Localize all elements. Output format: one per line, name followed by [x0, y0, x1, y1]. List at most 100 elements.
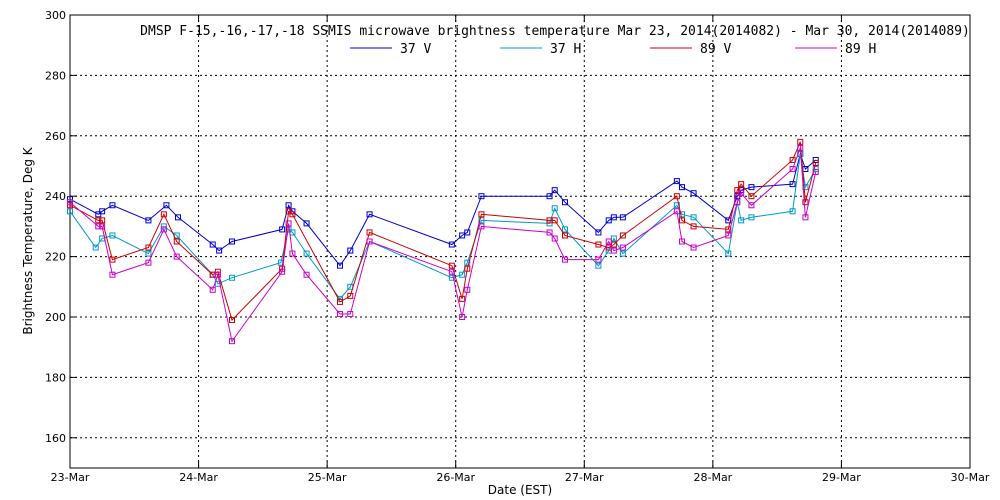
data-point [562, 256, 568, 263]
data-point [67, 196, 73, 203]
data-point [95, 223, 102, 230]
data-point [789, 208, 796, 215]
data-point [67, 208, 73, 215]
data-point [595, 229, 602, 236]
data-point [605, 238, 612, 245]
data-point [459, 295, 466, 302]
data-point [337, 310, 343, 317]
x-tick-label: 26-Mar [436, 471, 475, 484]
data-point [160, 211, 167, 218]
data-point [347, 247, 354, 254]
data-point [748, 202, 755, 209]
data-point [279, 268, 286, 275]
data-point [109, 232, 116, 239]
data-point [673, 208, 680, 215]
data-point [109, 271, 116, 278]
data-point [738, 181, 745, 188]
data-point [725, 250, 732, 257]
data-point [748, 184, 755, 191]
data-point [551, 205, 558, 212]
data-point [679, 217, 685, 224]
data-point [303, 220, 310, 227]
x-axis-label: Date (EST) [488, 483, 552, 497]
data-point [725, 232, 732, 239]
data-point [812, 166, 819, 173]
data-point [673, 202, 680, 209]
data-point [797, 144, 804, 151]
data-point [214, 271, 221, 278]
data-point [464, 229, 471, 236]
data-point [289, 211, 296, 218]
data-point [551, 217, 558, 224]
data-point [464, 265, 471, 272]
data-point [337, 298, 343, 305]
data-point [789, 156, 796, 163]
data-point [109, 256, 116, 263]
plot-area [69, 14, 971, 469]
data-point [812, 169, 819, 176]
data-point [725, 226, 732, 233]
data-point [734, 199, 741, 206]
y-tick-label: 180 [45, 371, 66, 384]
data-point [160, 226, 167, 233]
data-point [690, 244, 697, 251]
data-point [551, 187, 558, 194]
series-line [69, 141, 817, 321]
data-point [448, 274, 455, 281]
data-point [595, 256, 602, 263]
data-point [738, 217, 745, 224]
y-tick-label: 160 [45, 432, 66, 445]
data-point [679, 238, 685, 245]
data-point [459, 232, 466, 239]
data-point [802, 214, 809, 221]
data-point [595, 262, 602, 269]
data-point [748, 214, 755, 221]
data-point [366, 229, 373, 236]
y-tick-label: 220 [45, 251, 66, 264]
data-point [448, 268, 455, 275]
data-point [812, 156, 819, 163]
data-point [99, 217, 106, 224]
y-tick-label: 260 [45, 130, 66, 143]
data-point [789, 166, 796, 173]
data-point [464, 259, 471, 266]
data-point [214, 280, 221, 287]
chart-title: DMSP F-15,-16,-17,-18 SSMIS microwave br… [140, 24, 970, 39]
data-point [595, 241, 602, 248]
data-point [679, 184, 685, 191]
data-point [303, 250, 310, 257]
y-tick-label: 200 [45, 311, 66, 324]
data-point [690, 190, 697, 197]
data-point [285, 208, 292, 215]
data-point [551, 235, 558, 242]
data-point [366, 238, 373, 245]
data-point [366, 211, 373, 218]
x-tick-label: 29-Mar [822, 471, 861, 484]
data-point [738, 190, 745, 197]
data-point [92, 244, 99, 251]
data-point [619, 250, 626, 257]
data-point [163, 202, 170, 209]
data-point [673, 178, 680, 185]
data-point [229, 338, 235, 345]
data-point [610, 247, 617, 254]
data-point [478, 211, 485, 218]
x-tick-label: 25-Mar [308, 471, 347, 484]
data-point [145, 217, 152, 224]
data-point [789, 181, 796, 188]
series-line [69, 153, 817, 300]
y-axis-label: Brightness Temperature, Deg K [21, 146, 35, 334]
data-point [734, 187, 741, 194]
series-line [69, 147, 817, 343]
data-point [448, 262, 455, 269]
data-point [279, 226, 286, 233]
data-point [145, 250, 152, 257]
data-point [562, 199, 568, 206]
data-point [797, 138, 804, 145]
data-point [478, 193, 485, 200]
data-point [605, 217, 612, 224]
x-tick-label: 30-Mar [951, 471, 990, 484]
data-point [802, 199, 809, 206]
series-89-h [67, 144, 819, 345]
